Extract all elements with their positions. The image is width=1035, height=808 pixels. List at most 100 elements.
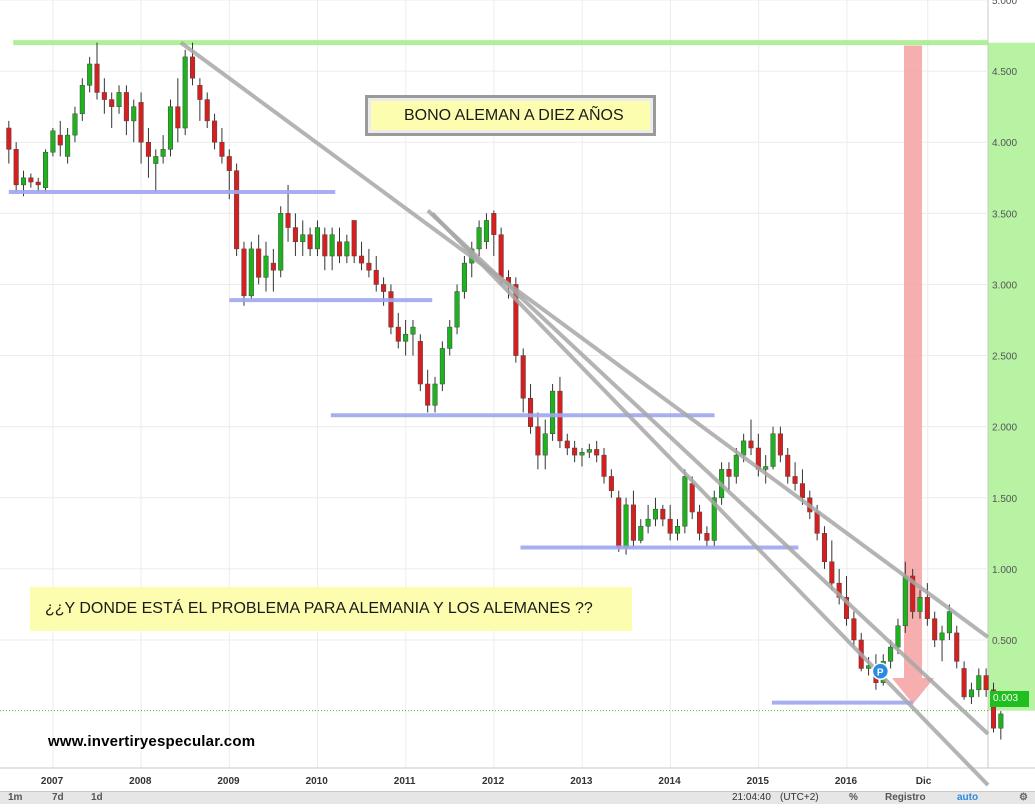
candle-body [528,397,534,427]
trend-line [430,211,990,787]
candle-body [322,234,328,257]
candle-body [13,149,19,186]
candle-body [623,504,629,548]
candle-body [601,454,607,477]
candle-body [351,220,357,257]
clock-time: 21:04:40 [732,792,771,803]
candle-body [145,141,151,157]
candle-body [491,213,497,235]
candle-body [682,476,688,527]
candle-body [167,106,174,150]
y-tick-label: 4.000 [992,138,1017,149]
candle-body [300,234,306,243]
candle-body [219,141,225,157]
candle-body [388,291,394,328]
candle-body [270,262,276,271]
candle-body [550,390,556,435]
candle-body [638,525,644,541]
candle-body [564,440,570,449]
candle-body [821,533,828,563]
p-marker-label: P [877,667,884,678]
candle-body [35,181,41,186]
question-annotation: ¿¿Y DONDE ESTÁ EL PROBLEMA PARA ALEMANIA… [30,587,632,631]
candle-body [763,466,769,470]
candle-body [983,675,989,691]
candle-body [697,511,703,534]
candle-body [425,383,431,406]
y-tick-label: 2.500 [992,352,1017,363]
x-tick-label: 2014 [658,776,681,787]
candle-body [785,454,791,477]
candle-body [667,518,673,534]
candle-body [87,63,93,86]
candle-body [278,213,284,271]
candle-body [153,156,159,164]
y-tick-label: 0.500 [992,636,1017,647]
candle-body [998,713,1004,729]
candle-body [498,234,504,278]
candle-body [263,255,269,278]
candle-body [968,689,974,698]
candle-body [843,597,850,619]
candle-body [248,248,254,297]
timezone[interactable]: (UTC+2) [780,792,819,803]
candle-body [799,483,805,499]
period-1m-button[interactable]: 1m [8,792,23,803]
candle-body [939,632,945,641]
candle-body [770,433,776,467]
candle-body [652,508,658,520]
candle-body [733,454,739,477]
y-tick-label: 3.000 [992,280,1017,291]
candle-body [109,99,115,107]
y-tick-label: 3.500 [992,209,1017,220]
y-tick-label: 1.500 [992,494,1017,505]
website-watermark: www.invertiryespecular.com [48,733,256,750]
period-7d-button[interactable]: 7d [52,792,64,803]
period-1d-button[interactable]: 1d [91,792,103,803]
down-arrow-head [892,678,935,704]
y-tick-label: 2.000 [992,423,1017,434]
candle-body [660,508,666,520]
candle-body [175,106,181,129]
candle-body [895,625,901,648]
candle-body [689,483,695,513]
candle-body [851,618,857,641]
x-tick-label: 2013 [570,776,593,787]
candle-body [307,234,313,250]
candle-body [226,156,232,171]
p-marker-icon [871,662,890,681]
candle-body [454,291,460,328]
candle-body [285,213,291,228]
chart-title-box: BONO ALEMAN A DIEZ AÑOS [365,95,656,136]
x-tick-label: 2015 [747,776,770,787]
candle-body [417,341,423,385]
candle-body [43,151,49,188]
gear-icon[interactable]: ⚙ [1019,792,1028,803]
candle-body [476,227,482,250]
candle-body [748,440,754,449]
candle-body [256,248,262,278]
x-tick-label: 2008 [129,776,152,787]
candle-body [572,447,578,456]
candle-body [616,497,622,548]
candle-body [439,348,445,385]
registro-button[interactable]: Registro [885,792,926,803]
percent-toggle[interactable]: % [849,792,858,803]
trend-line [426,209,990,736]
candle-body [461,262,467,292]
candle-body [932,618,938,641]
x-tick-label: 2010 [306,776,329,787]
auto-scale-toggle[interactable]: auto [957,792,979,803]
candle-body [961,668,967,698]
y-tick-label: 1.000 [992,565,1017,576]
candle-body [741,440,747,456]
candle-body [197,85,203,100]
candle-body [189,56,196,79]
candle-body [123,92,129,122]
candle-body [579,452,585,456]
candle-body [234,170,240,250]
x-tick-label: 2012 [482,776,505,787]
candle-body [6,127,12,150]
candle-body [212,120,218,143]
